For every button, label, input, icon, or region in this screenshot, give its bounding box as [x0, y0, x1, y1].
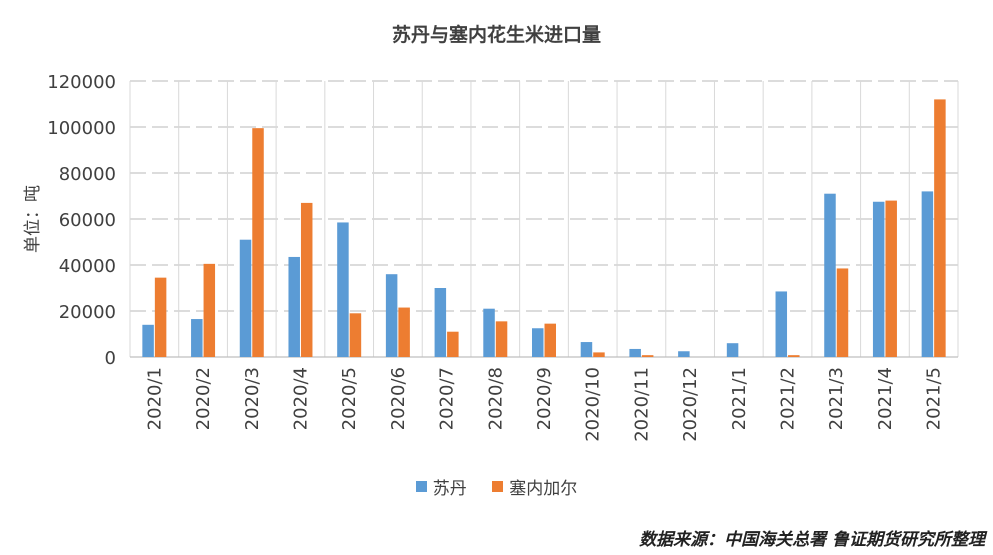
bar-senegal	[398, 307, 410, 357]
y-tick-label: 0	[105, 348, 116, 369]
bar-sudan	[629, 348, 641, 357]
chart-legend: 苏丹 塞内加尔	[0, 474, 993, 499]
legend-item-sudan: 苏丹	[415, 474, 467, 499]
x-tick-label: 2020/4	[290, 367, 311, 430]
legend-label-senegal: 塞内加尔	[509, 479, 578, 499]
x-tick-label: 2020/12	[680, 367, 701, 442]
bar-sudan	[532, 328, 544, 357]
bar-senegal	[934, 99, 946, 358]
bar-sudan	[434, 288, 447, 357]
x-tick-label: 2020/2	[193, 367, 214, 430]
bar-sudan	[385, 274, 398, 357]
bar-senegal	[593, 352, 605, 357]
legend-label-sudan: 苏丹	[432, 479, 467, 499]
bar-senegal	[349, 313, 362, 357]
x-tick-label: 2021/2	[778, 367, 799, 430]
source-note: 数据来源：中国海关总署 鲁证期货研究所整理	[639, 530, 985, 550]
y-tick-label: 100000	[47, 118, 116, 139]
bar-senegal	[495, 321, 508, 357]
bar-sudan	[824, 193, 836, 357]
bar-senegal	[641, 355, 654, 357]
x-tick-label: 2020/7	[437, 367, 458, 430]
bar-senegal	[154, 277, 167, 357]
x-tick-label: 2021/1	[729, 367, 750, 430]
y-tick-label: 60000	[59, 210, 116, 231]
bar-sudan	[775, 291, 788, 357]
y-tick-label: 20000	[59, 302, 116, 323]
bar-sudan	[142, 324, 154, 357]
x-tick-label: 2020/5	[339, 367, 360, 430]
x-tick-label: 2020/10	[583, 367, 604, 442]
x-tick-label: 2021/5	[924, 367, 945, 430]
chart-title: 苏丹与塞内花生米进口量	[391, 24, 601, 46]
bar-sudan	[726, 343, 739, 357]
bar-sudan	[580, 342, 593, 357]
x-tick-label: 2020/3	[242, 367, 263, 430]
x-tick-label: 2020/8	[485, 367, 506, 430]
legend-swatch-senegal	[492, 481, 504, 492]
bar-sudan	[191, 319, 203, 357]
bar-senegal	[300, 202, 313, 357]
y-tick-label: 40000	[59, 256, 116, 277]
bar-senegal	[885, 200, 897, 357]
bar-sudan	[337, 222, 349, 357]
bar-senegal	[836, 268, 849, 357]
legend-item-senegal: 塞内加尔	[492, 474, 577, 499]
bar-senegal	[252, 128, 264, 357]
y-tick-label: 80000	[59, 164, 116, 185]
bar-senegal	[447, 331, 459, 357]
x-tick-label: 2020/11	[631, 367, 652, 442]
legend-swatch-sudan	[415, 481, 427, 492]
x-tick-label: 2020/6	[388, 367, 409, 430]
bar-sudan	[483, 308, 495, 357]
bar-sudan	[921, 191, 934, 357]
bar-senegal	[203, 263, 216, 357]
x-tick-label: 2020/1	[144, 367, 165, 430]
y-axis-label: 单位：吨	[23, 185, 43, 253]
bar-senegal	[544, 323, 556, 357]
x-tick-label: 2021/3	[826, 367, 847, 430]
x-tick-label: 2020/9	[534, 367, 555, 430]
bar-sudan	[678, 351, 690, 357]
x-tick-label: 2021/4	[875, 367, 896, 430]
y-tick-label: 120000	[47, 72, 116, 93]
bar-sudan	[872, 201, 885, 357]
bar-sudan	[288, 256, 300, 357]
bar-sudan	[239, 239, 252, 357]
bar-senegal	[788, 355, 800, 357]
